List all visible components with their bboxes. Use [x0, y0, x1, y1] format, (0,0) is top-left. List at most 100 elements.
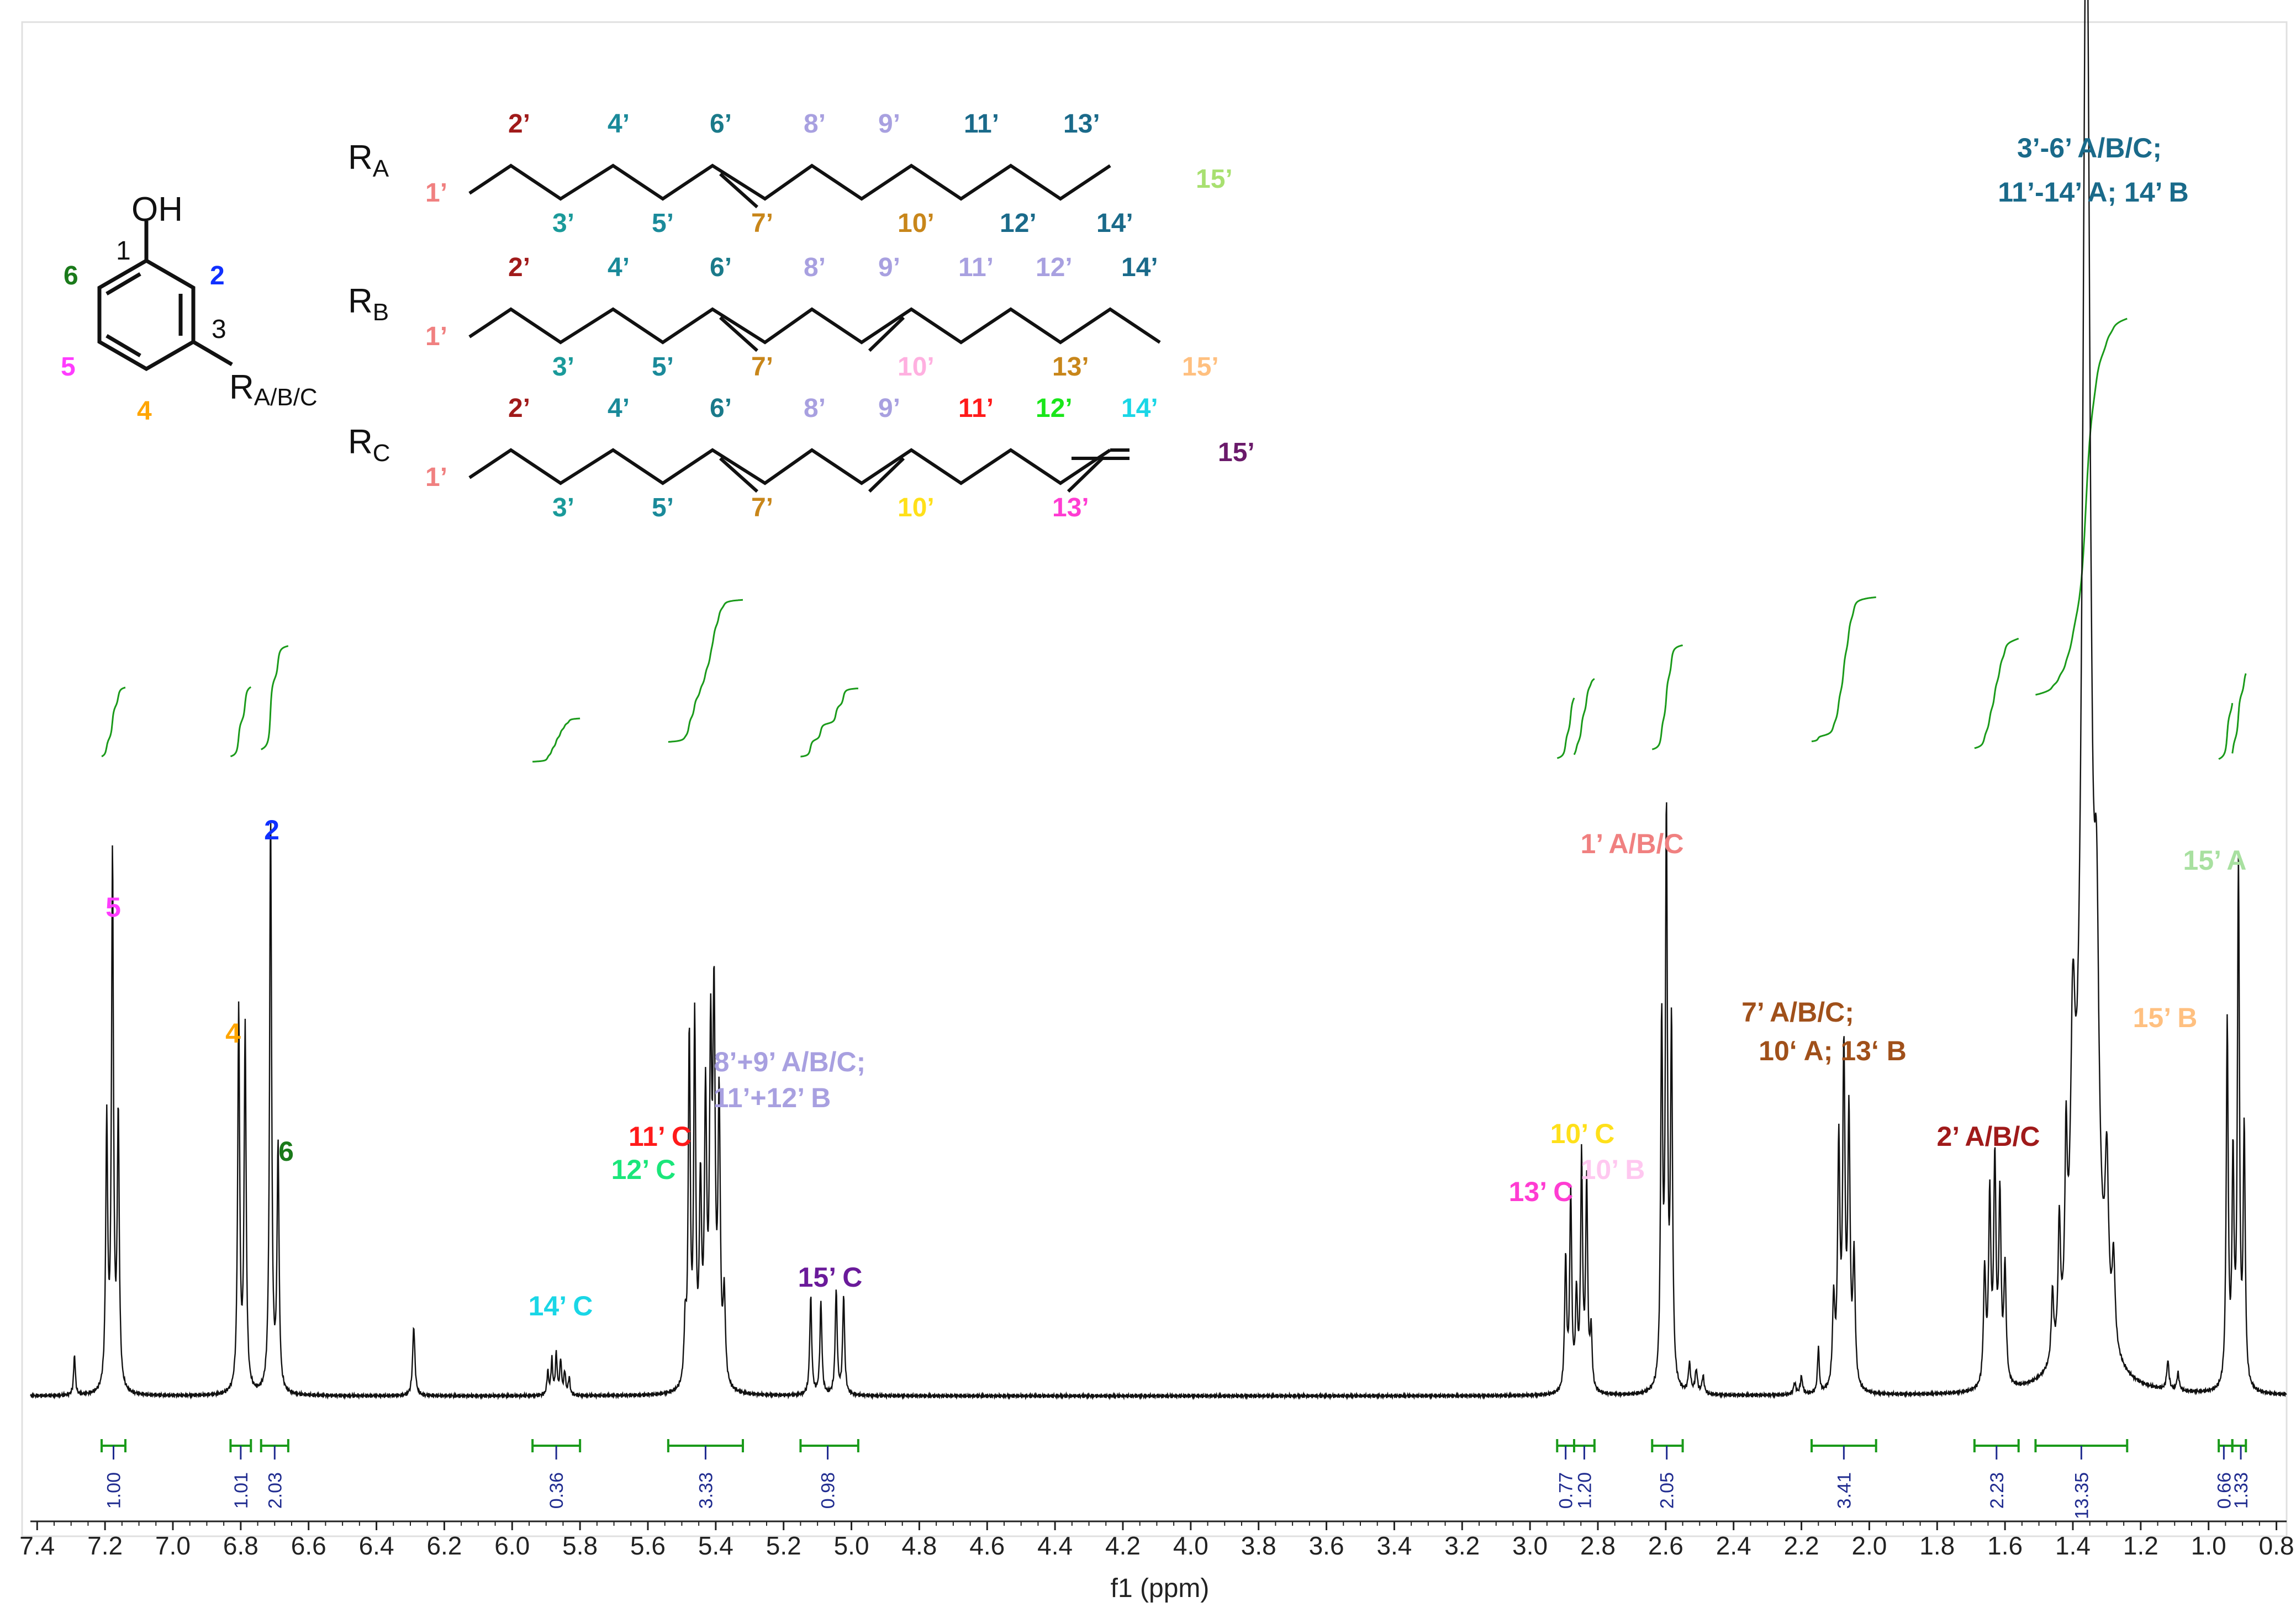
- peak-label: 15’ A: [2183, 845, 2247, 876]
- integral-value: 1.20: [1574, 1472, 1595, 1509]
- x-tick-label: 6.2: [426, 1531, 462, 1560]
- chain-carbon-label: 1’: [425, 463, 447, 492]
- x-tick-label: 3.0: [1512, 1531, 1548, 1560]
- integral-value: 2.23: [1987, 1472, 2008, 1509]
- integral-curve: [2218, 702, 2234, 760]
- peak-label: 6: [278, 1136, 294, 1167]
- x-tick-label: 1.8: [1919, 1531, 1955, 1560]
- x-tick-label: 2.8: [1580, 1531, 1616, 1560]
- spectrum-trace: [30, 0, 2287, 1400]
- chain-carbon-label: 9’: [878, 109, 900, 139]
- chain-carbon-label: 5’: [652, 352, 674, 382]
- integral-bracket: 3.33: [667, 1439, 744, 1509]
- chain-carbon-label: 2’: [508, 253, 530, 282]
- x-tick-label: 7.2: [87, 1531, 123, 1560]
- chain-bonds: [468, 448, 1111, 485]
- chain-carbon-label: 7’: [751, 209, 773, 238]
- ring-number-2: 2: [210, 261, 225, 290]
- chain-carbon-label: 12’: [1000, 209, 1037, 238]
- chain-carbon-label: 3’: [552, 209, 574, 238]
- chain-carbon-label: 13’: [1052, 493, 1089, 522]
- x-tick-label: 2.0: [1851, 1531, 1887, 1560]
- double-bond: [719, 457, 759, 493]
- integral-value: 2.05: [1657, 1472, 1678, 1509]
- x-tick-label: 1.4: [2055, 1531, 2091, 1560]
- double-bond: [1067, 457, 1104, 493]
- integral-value: 1.33: [2231, 1472, 2252, 1509]
- chain-carbon-label: 14’: [1121, 253, 1158, 282]
- x-tick-label: 5.6: [630, 1531, 666, 1560]
- chain-carbon-label: 11’: [958, 394, 994, 423]
- peak-labels: 5 4 2 6 14’ C 11’ C12’ C 8’+9’ A/B/C; 11’+12’ B…: [105, 133, 2246, 1321]
- x-tick-label: 2.6: [1648, 1531, 1683, 1560]
- side-chains: RA2’ 4’ 6’ 8’ 9’ 11’ 13’15’1’3’ 5’ 7’ 10’ 12’ 14’RB…: [348, 109, 1255, 522]
- integral-value: 0.36: [546, 1472, 567, 1509]
- x-tick-label: 3.4: [1376, 1531, 1412, 1560]
- double-bond: [868, 457, 905, 493]
- integral-value: 3.41: [1834, 1472, 1855, 1509]
- x-tick-label: 5.0: [834, 1531, 869, 1560]
- integral-curve: [1974, 637, 2019, 749]
- integral-value: 1.00: [104, 1472, 125, 1509]
- x-tick-label: 3.2: [1444, 1531, 1480, 1560]
- integral-value: 0.66: [2214, 1472, 2235, 1509]
- integral-value: 2.03: [265, 1472, 286, 1509]
- integral-bracket: 1.33: [2231, 1439, 2252, 1509]
- chain-carbon-label: 3’: [552, 352, 574, 382]
- chain-carbon-label: 4’: [608, 109, 630, 139]
- chain-carbon-label: 2’: [508, 109, 530, 139]
- x-tick-label: 6.8: [223, 1531, 258, 1560]
- ring-number-1: 1: [116, 236, 131, 266]
- chain-carbon-label: 2’: [508, 394, 530, 423]
- x-tick-label: 3.8: [1241, 1531, 1276, 1560]
- integral-curve: [1573, 678, 1595, 755]
- peak-label: 7’ A/B/C;: [1741, 997, 1854, 1028]
- peak-label: 15’ B: [2133, 1002, 2198, 1033]
- chain-carbon-label: 13’: [1063, 109, 1100, 139]
- peak-label: 11’-14’ A; 14’ B: [1998, 177, 2189, 208]
- integral-curve: [1811, 596, 1876, 743]
- double-bond: [719, 316, 759, 352]
- integral-bracket: 0.66: [2214, 1439, 2235, 1509]
- integral-bracket: 1.00: [101, 1439, 126, 1509]
- integral-curve: [101, 686, 126, 758]
- integral-bracket: 13.35: [2034, 1439, 2129, 1519]
- integral-value: 3.33: [695, 1472, 716, 1509]
- chain-carbon-label: 15’: [1182, 352, 1219, 382]
- chain-carbon-label: 9’: [878, 253, 900, 282]
- ring-number-6: 6: [64, 261, 78, 290]
- integral-curve: [261, 645, 289, 750]
- chain-carbon-label: 10’: [898, 352, 935, 382]
- chain-carbon-label: 6’: [710, 253, 732, 282]
- integral-bracket: 1.20: [1573, 1439, 1596, 1509]
- peak-label: 8’+9’ A/B/C;: [714, 1046, 866, 1077]
- spectrum: [30, 0, 2287, 1400]
- peak-label: 4: [225, 1018, 241, 1049]
- chain-carbon-label: 14’: [1121, 394, 1158, 423]
- x-tick-label: 4.8: [901, 1531, 937, 1560]
- chain-carbon-label: 7’: [751, 493, 773, 522]
- peak-label: 2’ A/B/C: [1936, 1121, 2040, 1152]
- chain-carbon-label: 14’: [1096, 209, 1133, 238]
- integral-curve: [1651, 644, 1683, 750]
- chain-carbon-label: 12’: [1036, 253, 1073, 282]
- integral-bracket: 0.36: [531, 1439, 582, 1509]
- chain-b: RB 2’ 4’ 6’ 8’ 9’ 11’ 12’ 14’ 1’ 3’ 5’ 7’ 10’ 13’ 15’: [348, 253, 1219, 382]
- x-tick-label: 6.0: [494, 1531, 530, 1560]
- substituent-label: RA/B/C: [229, 368, 318, 411]
- integral-curve: [800, 688, 859, 758]
- x-tick-label: 1.0: [2191, 1531, 2226, 1560]
- integral-value: 0.98: [818, 1472, 839, 1509]
- integral-value: 0.77: [1556, 1472, 1577, 1509]
- chain-carbon-label: 4’: [608, 394, 630, 423]
- x-tick-label: 0.8: [2259, 1531, 2294, 1560]
- peak-label: 3’-6’ A/B/C;: [2017, 133, 2162, 163]
- chain-carbon-label: 6’: [710, 394, 732, 423]
- ring-number-3: 3: [212, 315, 226, 344]
- plot-frame: [21, 21, 2288, 1537]
- chain-carbon-label: 5’: [652, 493, 674, 522]
- x-tick-label: 4.2: [1105, 1531, 1141, 1560]
- peak-label: 2: [264, 815, 279, 845]
- peak-label: 10’ B: [1581, 1154, 1645, 1185]
- integral-bracket: 1.01: [229, 1439, 252, 1509]
